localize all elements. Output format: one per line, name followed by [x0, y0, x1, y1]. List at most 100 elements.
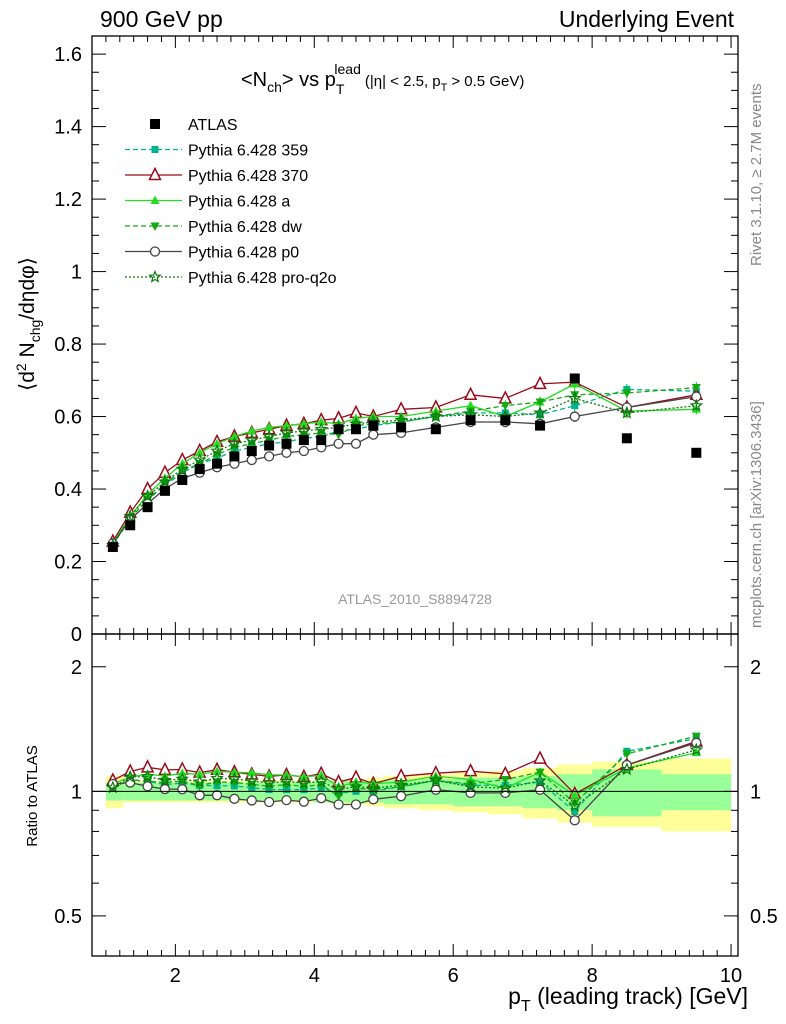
series-ratio-point: [333, 799, 344, 810]
atlas-point: [212, 458, 223, 469]
x-tick-label: 4: [309, 965, 320, 987]
atlas-point: [316, 435, 327, 446]
series-ratio-line: [112, 752, 697, 796]
legend-label: Pythia 6.428 dw: [188, 219, 302, 236]
series-ratio-point: [106, 780, 120, 794]
ratio-tick-label: 1: [71, 781, 82, 803]
series-ratio-point: [430, 784, 441, 795]
legend-marker: [148, 166, 162, 181]
legend-marker: [149, 246, 161, 257]
y-tick-label: 1.4: [54, 117, 82, 139]
band-stat: [661, 774, 732, 811]
series-ratio-point: [498, 781, 513, 795]
legend-label: Pythia 6.428 p0: [188, 245, 299, 262]
ratio-frame: [91, 633, 739, 957]
atlas-point: [465, 415, 476, 426]
series-point: [466, 400, 476, 410]
series-ratio-point: [570, 799, 580, 809]
atlas-point: [621, 433, 632, 444]
atlas-point: [430, 424, 441, 435]
atlas-point: [159, 485, 170, 496]
series-ratio-point: [316, 793, 327, 804]
series-point: [620, 405, 634, 419]
series-ratio-point: [314, 774, 329, 788]
series-ratio-point: [175, 771, 190, 785]
legend-label: Pythia 6.428 359: [188, 143, 308, 160]
series-point: [158, 474, 172, 488]
atlas-point: [177, 474, 188, 485]
series-ratio-point: [212, 766, 222, 775]
legend-atlas-label: ATLAS: [188, 117, 238, 134]
series-ratio-point: [534, 784, 546, 795]
series-ratio-point: [192, 774, 207, 788]
series-ratio-point: [620, 762, 634, 776]
series-point: [227, 436, 242, 450]
series-ratio-point: [281, 794, 292, 806]
atlas-point: [142, 502, 153, 513]
series-ratio-point: [535, 768, 545, 778]
atlas-point: [535, 420, 546, 431]
series-ratio-point: [246, 795, 257, 806]
legend-label: Pythia 6.428 pro-q2o: [188, 270, 337, 287]
atlas-point: [368, 420, 379, 431]
series-point: [689, 398, 704, 412]
ratio-tick-label-right: 1: [750, 781, 761, 803]
series-ratio-point: [229, 767, 239, 776]
series-point: [212, 438, 222, 448]
series-point: [314, 422, 329, 436]
series-point: [429, 409, 443, 423]
series-point: [571, 402, 579, 410]
series-ratio-point: [569, 815, 580, 826]
atlas-point: [194, 464, 205, 475]
atlas-point: [246, 445, 257, 456]
y-tick-label: 0.8: [54, 334, 82, 356]
series-point: [299, 418, 309, 428]
series-ratio-point: [334, 792, 344, 802]
legend-label: Pythia 6.428 370: [188, 168, 308, 185]
series-ratio-point: [140, 769, 155, 783]
series-ratio-point: [567, 798, 582, 812]
series-point: [263, 451, 275, 462]
series-ratio-point: [297, 775, 311, 789]
ratio-tick-label: 0.5: [54, 906, 82, 928]
legend-marker: [148, 269, 162, 283]
series-point: [316, 416, 326, 426]
series-ratio-point: [279, 774, 294, 788]
y-tick-label: 1.2: [54, 189, 82, 211]
series-ratio-point: [691, 732, 701, 742]
series-point: [229, 431, 239, 440]
x-tick-label: 2: [170, 965, 181, 987]
x-axis-label: pT (leading track) [GeV]: [508, 983, 748, 1015]
legend-label: Pythia 6.428 a: [188, 194, 290, 211]
series-ratio-point: [143, 769, 153, 778]
series-ratio-point: [195, 769, 205, 778]
atlas-point: [125, 520, 136, 531]
legend-marker: [151, 146, 159, 153]
series-point: [368, 429, 379, 440]
series-ratio-point: [331, 782, 346, 796]
x-tick-label: 6: [448, 965, 459, 987]
atlas-point: [264, 440, 275, 451]
x-tick-label: 10: [720, 965, 742, 987]
atlas-point: [333, 424, 344, 435]
series-point: [569, 411, 580, 422]
series-point: [691, 384, 701, 393]
series-ratio-point: [229, 793, 240, 804]
series-ratio-point: [368, 794, 379, 805]
series-ratio-point: [394, 777, 408, 791]
series-ratio-point: [263, 796, 275, 808]
series-point: [350, 438, 362, 449]
series-ratio-point: [211, 790, 223, 801]
series-ratio-point: [262, 775, 277, 789]
series-ratio-point: [429, 773, 443, 787]
process-label: Underlying Event: [558, 6, 734, 32]
series-ratio-point: [689, 742, 704, 756]
series-point: [143, 489, 153, 498]
series-point: [140, 489, 155, 502]
y-tick-label: 0.2: [54, 552, 82, 574]
series-ratio-point: [463, 763, 478, 777]
atlas-data-layer: [92, 373, 738, 792]
series-point: [175, 461, 190, 475]
series-point: [500, 402, 510, 411]
